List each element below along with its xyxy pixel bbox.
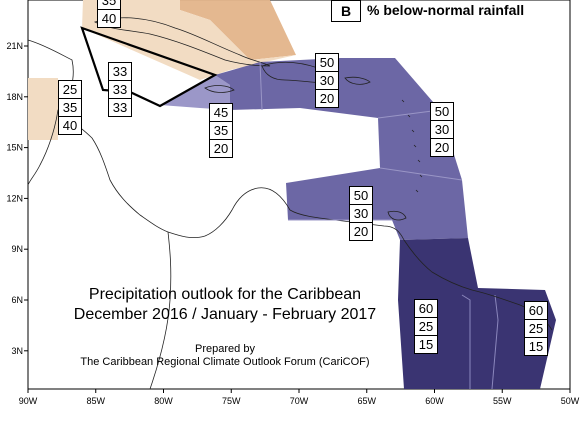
legend-category-box: B [331,0,361,22]
prob-value: 25 [525,320,547,338]
prob-box-jamaica: 33 33 33 [108,62,132,117]
prob-value: 50 [431,103,453,121]
prob-value: 33 [109,63,131,81]
region-eastern-cuba-shading [160,75,230,110]
y-tick-label: 6N [11,295,23,305]
y-tick-label: 21N [6,41,23,51]
prepared-by-label: Prepared by [195,343,255,355]
region-antilles-shading [215,58,468,240]
prob-box-hispaniola: 50 30 20 [315,53,339,108]
region-jamaica-outline [80,26,218,108]
prob-value: 30 [316,72,338,90]
prob-value: 35 [98,0,120,10]
coastlines [27,17,553,390]
x-tick-label: 70W [290,396,309,406]
prob-box-belize: 25 35 40 [58,80,82,135]
prob-box-suriname-fg: 60 25 15 [524,301,548,356]
x-tick-label: 50W [561,396,580,406]
prob-value: 30 [431,121,453,139]
y-tick-label: 12N [6,193,23,203]
prob-value: 20 [353,224,369,239]
prob-value: 45 [210,104,232,122]
y-tick-label: 15N [6,143,23,153]
legend-label: % below-normal rainfall [367,2,525,18]
region-borders [259,61,463,221]
y-tick-label: 3N [11,346,23,356]
guyana-suriname-border [461,294,471,389]
prob-value: 50 [316,54,338,72]
x-tick-label: 85W [86,396,105,406]
prob-value: 35 [210,122,232,140]
region-bahamas-shading [180,0,296,60]
prob-value: 60 [415,300,437,318]
x-axis-ticks: 90W 85W 80W 75W 70W 65W 60W 55W 50W [19,389,580,406]
prob-value: 20 [434,140,450,155]
prob-value: 40 [62,118,78,133]
region-belize-shading [28,78,58,140]
x-tick-label: 90W [19,396,38,406]
prob-value: 35 [59,99,81,117]
prob-value: 40 [101,11,117,26]
map-title-line2: December 2016 / January - February 2017 [73,306,377,323]
x-tick-label: 55W [493,396,512,406]
prob-value: 20 [319,91,335,106]
x-tick-label: 65W [357,396,376,406]
suriname-fg-border [491,294,499,390]
prob-value: 33 [109,81,131,99]
x-tick-label: 75W [222,396,241,406]
y-tick-label: 9N [11,244,23,254]
prob-box-guyana: 60 25 15 [414,299,438,354]
prob-value: 25 [59,81,81,99]
map-title-line1: Precipitation outlook for the Caribbean [88,286,362,303]
prob-value: 60 [525,302,547,320]
y-axis-ticks: 21N 18N 15N 12N 9N 6N 3N [6,41,28,356]
prob-value: 15 [418,337,434,352]
x-tick-label: 60W [425,396,444,406]
prob-box-lesser-antilles: 50 30 20 [430,102,454,157]
prepared-by-org: The Caribbean Regional Climate Outlook F… [80,356,370,368]
prob-value: 33 [112,100,128,115]
prob-value: 20 [213,141,229,156]
prob-value: 50 [350,187,372,205]
prob-value: 25 [415,318,437,336]
prob-box-cuba: 35 40 [97,0,121,28]
prob-box-eastern-cuba: 45 35 20 [209,103,233,158]
x-tick-label: 80W [154,396,173,406]
prob-value: 30 [350,205,372,223]
prob-value: 15 [528,339,544,354]
prob-box-southern-caribbean: 50 30 20 [349,186,373,241]
y-tick-label: 18N [6,92,23,102]
region-cuba-shading [82,0,296,80]
